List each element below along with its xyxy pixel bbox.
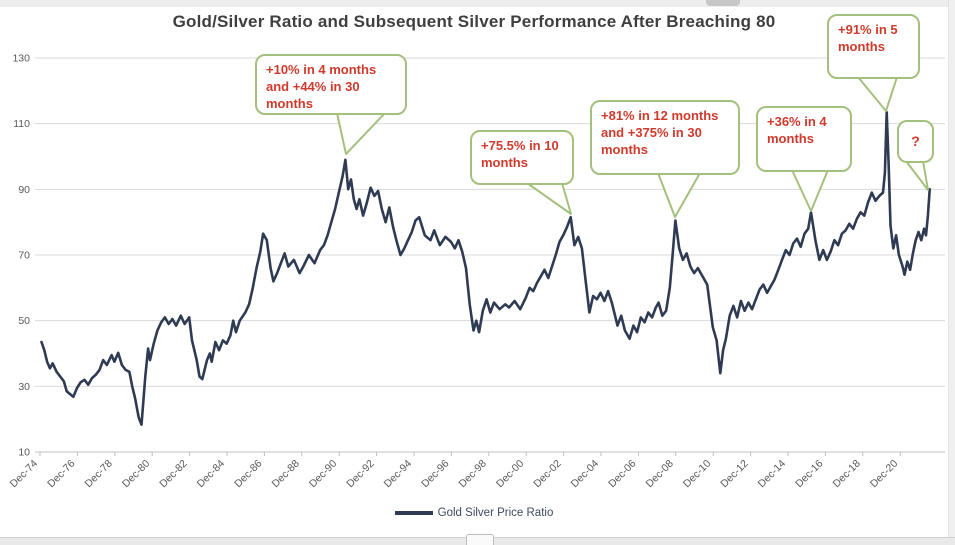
x-tick-label: Dec-90 — [307, 458, 340, 491]
x-tick-label: Dec-92 — [344, 458, 377, 491]
callout-2016: +36% in 4 months — [756, 106, 852, 172]
x-tick-label: Dec-80 — [120, 458, 153, 491]
x-tick-label: Dec-84 — [195, 458, 228, 491]
x-tick-label: Dec-78 — [82, 458, 115, 491]
callout-2008-tail — [657, 172, 701, 218]
y-tick-label: 110 — [13, 118, 30, 130]
x-tick-label: Dec-08 — [643, 458, 676, 491]
callout-2020-tail — [857, 76, 898, 112]
x-tick-label: Dec-18 — [830, 458, 863, 491]
x-tick-label: Dec-86 — [232, 458, 265, 491]
x-tick-label: Dec-12 — [718, 458, 751, 491]
x-tick-label: Dec-74 — [8, 458, 41, 491]
legend-label: Gold Silver Price Ratio — [437, 507, 554, 519]
callout-2003-tail — [526, 182, 572, 215]
x-tick-label: Dec-88 — [269, 458, 302, 491]
x-tick-label: Dec-20 — [868, 458, 901, 491]
x-tick-label: Dec-96 — [419, 458, 452, 491]
callout-question: ? — [897, 120, 934, 163]
x-tick-label: Dec-02 — [531, 458, 564, 491]
x-tick-label: Dec-94 — [382, 458, 415, 491]
chart-title: Gold/Silver Ratio and Subsequent Silver … — [172, 12, 776, 31]
y-tick-label: 90 — [18, 184, 30, 196]
window-chrome-notch — [706, 0, 740, 6]
x-tick-label: Dec-04 — [569, 458, 602, 491]
y-tick-label: 130 — [12, 53, 30, 65]
x-tick-label: Dec-82 — [157, 458, 190, 491]
legend-line-swatch — [394, 511, 433, 515]
ratio-line — [40, 110, 932, 427]
window-chrome-top — [0, 0, 955, 7]
y-tick-label: 50 — [18, 315, 30, 327]
x-tick-label: Dec-14 — [756, 458, 789, 491]
x-tick-label: Dec-06 — [606, 458, 639, 491]
y-tick-label: 10 — [18, 447, 30, 459]
x-tick-label: Dec-10 — [681, 458, 714, 491]
callout-2020: +91% in 5 months — [827, 14, 920, 79]
callout-2016-tail — [791, 169, 829, 212]
callout-2008: +81% in 12 months and +375% in 30 months — [590, 100, 740, 175]
callout-1991: +10% in 4 months and +44% in 30 months — [255, 54, 407, 115]
scrubber-handle[interactable] — [466, 534, 494, 545]
x-tick-label: Dec-76 — [45, 458, 78, 491]
callout-question-tail — [905, 160, 929, 191]
y-tick-label: 30 — [18, 381, 30, 393]
legend: Gold Silver Price Ratio — [0, 507, 948, 519]
window-chrome-right — [948, 0, 955, 545]
callout-2003: +75.5% in 10 months — [470, 130, 574, 185]
y-tick-label: 70 — [18, 250, 30, 262]
x-tick-label: Dec-16 — [793, 458, 826, 491]
x-tick-label: Dec-98 — [456, 458, 489, 491]
callout-1991-tail — [336, 112, 386, 155]
x-tick-label: Dec-00 — [494, 458, 527, 491]
